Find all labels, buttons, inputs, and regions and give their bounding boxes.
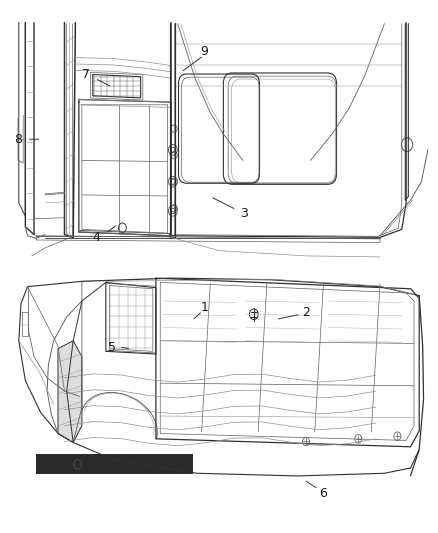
Text: 8: 8	[14, 133, 22, 146]
Text: 4: 4	[92, 231, 100, 244]
Text: 6: 6	[319, 487, 327, 500]
Polygon shape	[58, 341, 82, 442]
Text: 5: 5	[108, 341, 117, 353]
FancyBboxPatch shape	[36, 454, 193, 474]
Text: 2: 2	[302, 306, 310, 319]
Text: 3: 3	[240, 207, 248, 220]
Text: 9: 9	[200, 45, 208, 58]
Text: 7: 7	[82, 68, 90, 81]
Text: 1: 1	[201, 301, 209, 314]
